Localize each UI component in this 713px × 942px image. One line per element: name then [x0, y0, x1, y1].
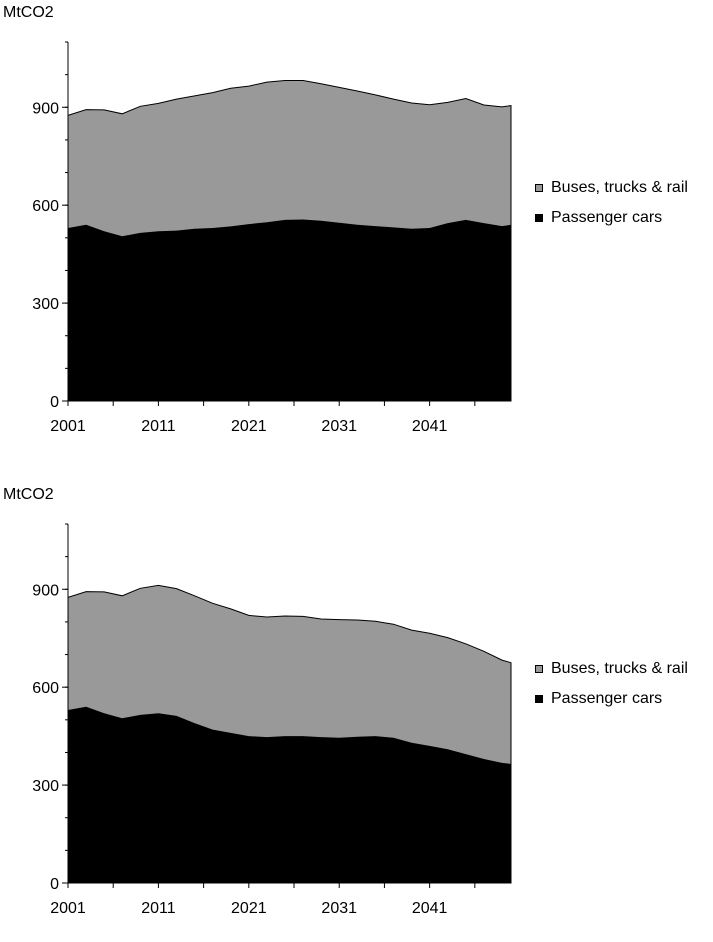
legend-item-cars: Passenger cars [535, 689, 688, 709]
y-tick-label: 900 [32, 100, 59, 117]
legend-bottom: Buses, trucks & rail Passenger cars [535, 659, 688, 719]
legend-label-cars: Passenger cars [551, 690, 663, 707]
legend-label-buses: Buses, trucks & rail [551, 179, 688, 196]
area-passenger-cars [68, 706, 511, 883]
y-tick-label: 300 [32, 778, 59, 795]
x-tick-label: 2031 [321, 900, 357, 917]
legend-swatch-buses [535, 184, 543, 192]
y-tick-label: 300 [32, 296, 59, 313]
x-tick-label: 2041 [412, 900, 448, 917]
area-chart-bottom: 0 300 600 900 2001 2011 2021 2031 2041 [32, 523, 512, 917]
x-tick-label: 2031 [321, 418, 357, 435]
y-tick-label: 0 [50, 394, 59, 411]
chart-panel-top: MtCO2 0 300 600 900 2001 2011 2021 2031 2041 Bus… [0, 0, 713, 460]
legend-label-cars: Passenger cars [551, 209, 663, 226]
x-tick-label: 2001 [50, 900, 86, 917]
chart-panel-bottom: MtCO2 0 300 600 900 2001 2011 2021 2031 2041 Bus… [0, 482, 713, 942]
legend-item-buses: Buses, trucks & rail [535, 178, 688, 198]
legend-item-buses: Buses, trucks & rail [535, 659, 688, 679]
area-passenger-cars [68, 219, 511, 401]
legend-swatch-buses [535, 665, 543, 673]
legend-swatch-cars [535, 695, 543, 703]
x-tick-label: 2011 [141, 900, 176, 917]
x-tick-label: 2021 [231, 418, 267, 435]
legend-item-cars: Passenger cars [535, 208, 688, 228]
y-tick-label: 600 [32, 680, 59, 697]
x-tick-label: 2011 [141, 418, 176, 435]
y-unit-label: MtCO2 [3, 4, 54, 21]
legend-label-buses: Buses, trucks & rail [551, 660, 688, 677]
area-chart-top: 0 300 600 900 2001 2011 2021 2031 2041 [32, 41, 512, 435]
x-tick-label: 2001 [50, 418, 86, 435]
y-unit-label: MtCO2 [3, 486, 54, 503]
x-tick-label: 2021 [231, 900, 267, 917]
x-tick-label: 2041 [412, 418, 448, 435]
y-tick-label: 0 [50, 876, 59, 893]
y-tick-label: 900 [32, 582, 59, 599]
legend-swatch-cars [535, 214, 543, 222]
legend-top: Buses, trucks & rail Passenger cars [535, 178, 688, 238]
y-tick-label: 600 [32, 198, 59, 215]
